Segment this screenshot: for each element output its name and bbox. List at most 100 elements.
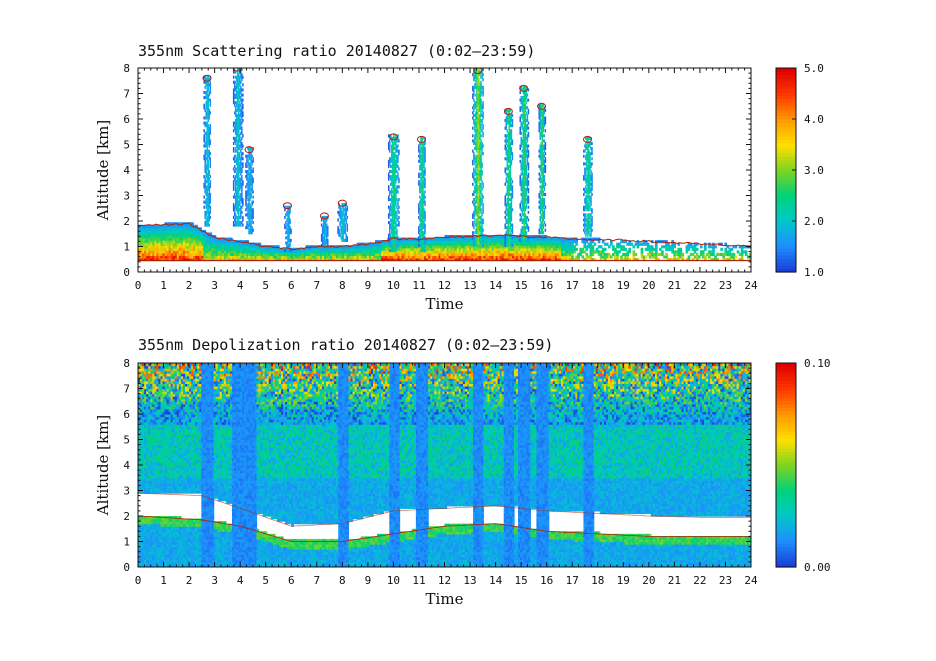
cloud-cell [521, 208, 524, 212]
cloud-cell [207, 111, 210, 115]
cloud-cell [204, 154, 206, 158]
scattering-cell [187, 240, 190, 244]
cloud-cell [247, 210, 249, 214]
cloud-cell [205, 141, 207, 145]
cloud-cell [522, 88, 525, 92]
scattering-cell [377, 245, 380, 249]
scattering-cell [726, 250, 730, 254]
cloud-cell [395, 249, 397, 253]
scattering-cell [148, 242, 151, 246]
scattering-cell [164, 227, 168, 231]
scattering-cell [444, 242, 448, 246]
scattering-cell [483, 250, 486, 254]
cloud-cell [204, 149, 206, 153]
cloud-cell [339, 213, 341, 217]
scattering-cell [370, 247, 374, 251]
scattering-cell [438, 245, 442, 249]
cloud-cell [520, 101, 523, 105]
scattering-cell [415, 242, 419, 246]
cloud-cell [232, 221, 235, 225]
cloud-cell [481, 147, 483, 151]
scattering-cell [462, 240, 466, 244]
cloud-cell [475, 85, 477, 89]
cloud-cell [504, 119, 507, 123]
cloud-cell [245, 162, 247, 166]
scattering-cell [403, 252, 407, 257]
scattering-cell [530, 257, 533, 262]
cloud-cell [248, 157, 250, 161]
scattering-cell [511, 235, 515, 239]
cloud-cell [393, 233, 395, 237]
scattering-cell [477, 250, 480, 254]
cloud-cell [394, 139, 396, 143]
cloud-cell [206, 210, 208, 214]
scattering-cell [166, 224, 170, 228]
scattering-cell [148, 245, 151, 249]
cloud-cell [339, 205, 341, 209]
cloud-cell [205, 131, 207, 135]
cloud-cell [397, 218, 399, 222]
cloud-cell [422, 215, 424, 219]
cloud-cell [286, 218, 288, 222]
scattering-cell [603, 242, 607, 246]
cloud-cell [393, 192, 395, 196]
cloud-cell [205, 134, 207, 138]
scattering-cell [440, 245, 444, 249]
scattering-cell [430, 242, 433, 246]
scattering-cell [495, 252, 499, 257]
cloud-cell [477, 231, 479, 235]
scattering-cell [244, 240, 247, 244]
scattering-cell [409, 240, 413, 244]
scattering-cell [383, 240, 386, 244]
scattering-cell [332, 257, 335, 262]
cloud-cell [475, 164, 477, 168]
cloud-cell [239, 221, 241, 225]
scattering-cell [466, 250, 470, 254]
cloud-cell [203, 103, 205, 107]
cloud-cell [476, 129, 478, 133]
scattering-cell [477, 255, 480, 259]
cloud-cell [480, 83, 482, 87]
scattering-cell [293, 257, 296, 262]
cloud-cell [393, 185, 395, 189]
cloud-cell [238, 136, 240, 140]
cloud-cell [422, 136, 424, 140]
cloud-cell [505, 152, 508, 156]
scattering-cell [657, 252, 660, 257]
cloud-cell [251, 213, 253, 217]
scattering-cell [182, 247, 186, 251]
cloud-cell [472, 192, 474, 196]
cloud-cell [343, 223, 345, 227]
cloud-cell [479, 113, 481, 117]
cloud-cell [392, 141, 394, 145]
cloud-cell [519, 182, 522, 186]
cloud-cell [510, 139, 513, 143]
scattering-cell [201, 252, 204, 257]
cloud-cell [423, 200, 425, 204]
cloud-cell [284, 208, 286, 212]
cloud-cell [509, 210, 512, 214]
scattering-cell [460, 240, 464, 244]
cloud-cell [341, 228, 343, 232]
cloud-cell [287, 208, 289, 212]
cloud-cell [418, 175, 420, 179]
cloud-cell [393, 154, 395, 158]
cloud-cell [391, 147, 393, 151]
scattering-cell [558, 252, 562, 257]
scattering-cell [548, 257, 552, 262]
scattering-cell [338, 247, 341, 251]
cloud-cell [237, 200, 239, 204]
scattering-cell [489, 255, 493, 259]
scattering-cell [399, 255, 403, 259]
scattering-cell [189, 237, 192, 241]
cloud-cell [397, 172, 399, 176]
cloud-cell [521, 177, 524, 181]
scattering-cell [207, 257, 211, 262]
cloud-cell [506, 236, 509, 240]
cloud-cell [475, 200, 477, 204]
cloud-cell [480, 208, 482, 212]
scattering-cell [567, 257, 570, 262]
scattering-cell [256, 245, 260, 249]
scattering-cell [160, 227, 164, 231]
scattering-cell [291, 252, 294, 257]
